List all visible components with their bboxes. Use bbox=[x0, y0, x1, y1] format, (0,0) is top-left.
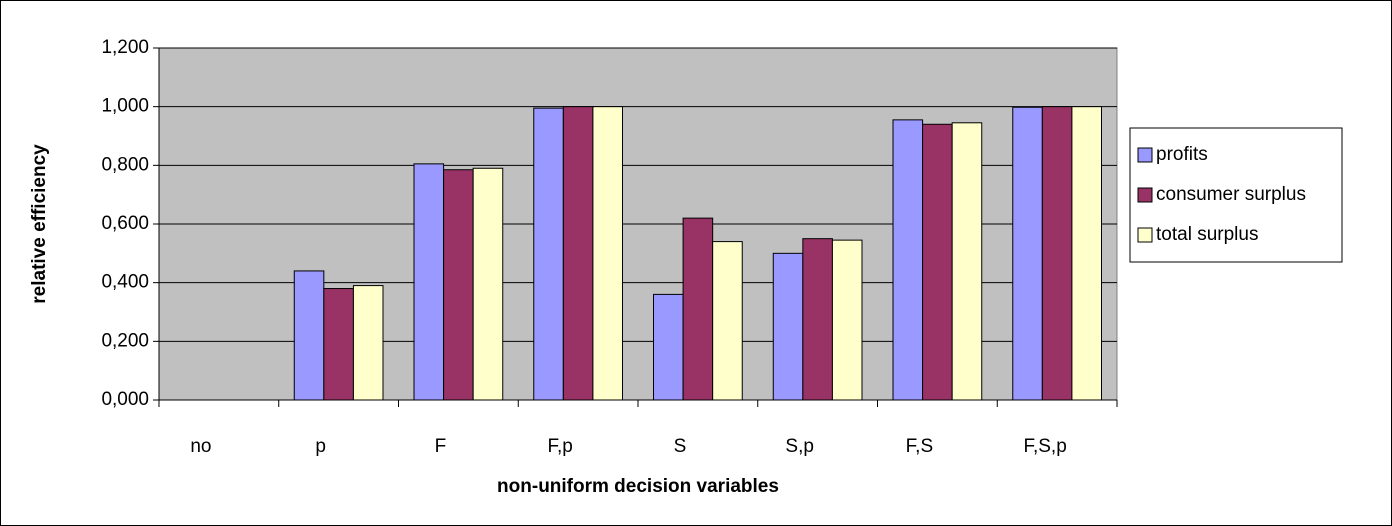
bar bbox=[443, 169, 474, 401]
bar bbox=[892, 119, 924, 401]
legend-label: profits bbox=[1156, 144, 1208, 165]
x-tick-label: no bbox=[190, 436, 211, 457]
bar bbox=[472, 167, 504, 401]
bar bbox=[413, 163, 445, 401]
bar bbox=[293, 270, 325, 401]
bar bbox=[562, 106, 594, 401]
x-tick-label: F bbox=[435, 436, 447, 457]
bar bbox=[922, 123, 953, 401]
bar bbox=[1012, 106, 1043, 401]
bar bbox=[323, 288, 354, 401]
legend-box bbox=[1129, 127, 1343, 263]
bar bbox=[682, 217, 714, 401]
legend-swatch bbox=[1137, 147, 1153, 163]
x-tick-label: F,p bbox=[547, 436, 572, 457]
bar bbox=[831, 239, 863, 401]
bar bbox=[772, 252, 804, 401]
x-tick-label: S bbox=[674, 436, 687, 457]
legend-label: consumer surplus bbox=[1156, 184, 1306, 205]
bar bbox=[352, 285, 384, 401]
y-tick-label: 0,000 bbox=[101, 389, 149, 410]
legend-swatch bbox=[1137, 227, 1153, 243]
legend-label: total surplus bbox=[1156, 224, 1258, 245]
bar bbox=[533, 107, 564, 401]
bar bbox=[653, 293, 684, 401]
bar bbox=[712, 241, 743, 401]
y-tick-label: 0,600 bbox=[101, 213, 149, 234]
bar bbox=[1071, 106, 1102, 401]
bar bbox=[802, 238, 833, 401]
y-tick-label: 0,800 bbox=[101, 154, 149, 175]
y-tick-label: 1,200 bbox=[101, 37, 149, 58]
x-axis-title: non-uniform decision variables bbox=[497, 476, 779, 497]
legend-swatch bbox=[1137, 187, 1153, 203]
y-tick-label: 1,000 bbox=[101, 96, 149, 117]
y-axis-title: relative efficiency bbox=[29, 144, 50, 304]
y-tick-label: 0,200 bbox=[101, 330, 149, 351]
bar bbox=[951, 122, 983, 401]
x-tick-label: F,S bbox=[906, 436, 933, 457]
bar bbox=[592, 106, 623, 401]
y-tick-label: 0,400 bbox=[101, 272, 149, 293]
bar bbox=[1041, 106, 1073, 401]
x-tick-label: F,S,p bbox=[1023, 436, 1066, 457]
x-tick-label: p bbox=[315, 436, 326, 457]
x-tick-label: S,p bbox=[785, 436, 814, 457]
